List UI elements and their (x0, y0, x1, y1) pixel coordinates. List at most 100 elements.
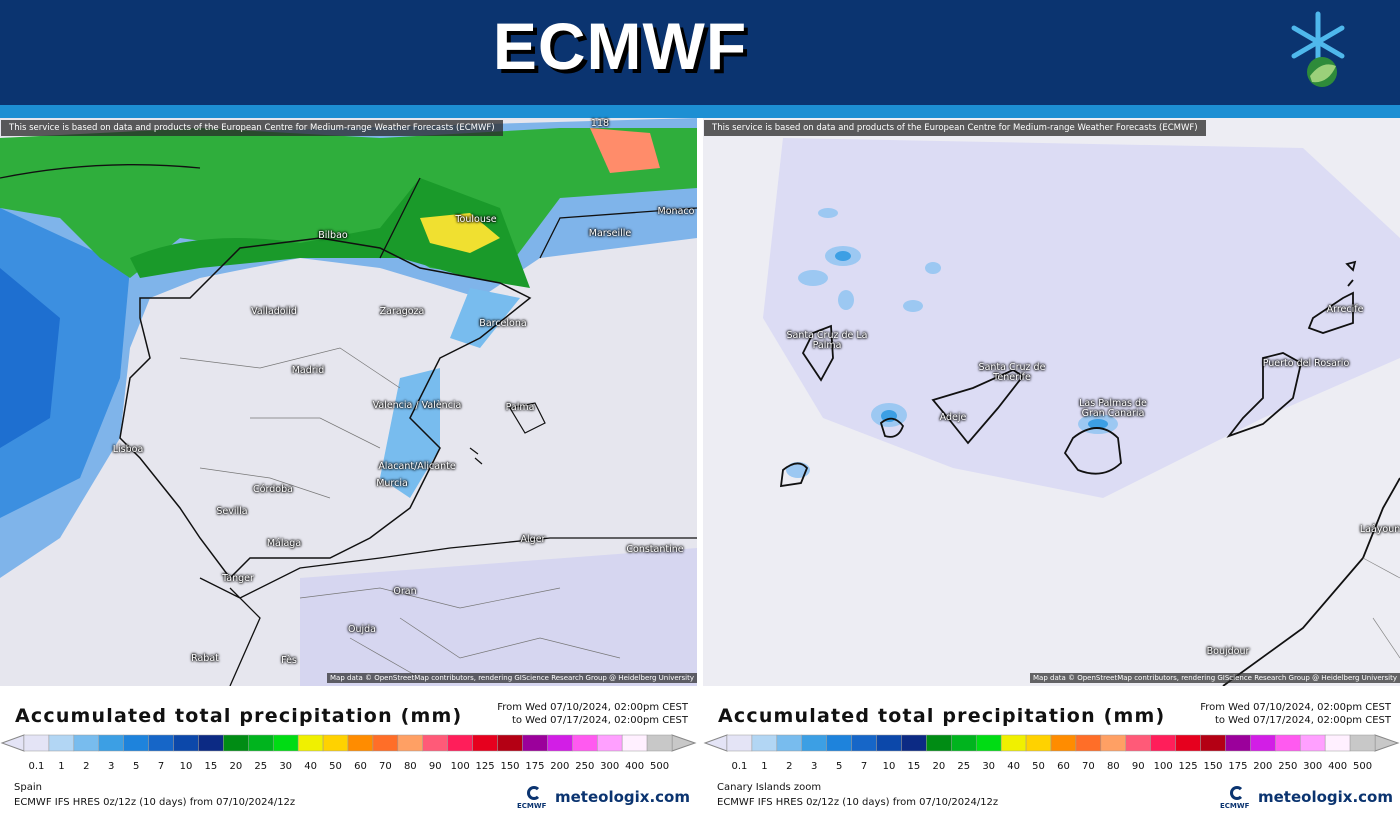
scale-swatch (726, 734, 753, 752)
place-label: Adeje (939, 412, 967, 423)
scale-label: 100 (1154, 761, 1173, 772)
scale-swatch (826, 734, 852, 752)
legend-title: Accumulated total precipitation (mm) (718, 705, 1166, 727)
place-label: Monaco (657, 206, 695, 217)
place-label: Santa Cruz de Tenerife (978, 362, 1046, 383)
scale-label: 40 (304, 761, 317, 772)
header (0, 0, 1400, 105)
scale-swatch (1125, 734, 1151, 752)
scale-label: 400 (625, 761, 644, 772)
place-label: Barcelona (479, 318, 527, 329)
scale-swatch (926, 734, 952, 752)
scale-label: 50 (329, 761, 342, 772)
place-label: Sevilla (216, 506, 248, 517)
scale-label: 3 (108, 761, 114, 772)
scale-swatch (198, 734, 224, 752)
scale-label: 100 (451, 761, 470, 772)
logo-mark (1230, 786, 1244, 800)
scale-label: 200 (550, 761, 569, 772)
scale-label: 125 (476, 761, 495, 772)
place-label: Valencia / València (372, 400, 462, 411)
header-strip (0, 105, 1400, 118)
place-label: Toulouse (455, 214, 497, 225)
scale-label: 15 (205, 761, 218, 772)
scale-swatch (547, 734, 573, 752)
scale-label: 70 (1082, 761, 1095, 772)
place-label: Laâyoune (1359, 524, 1400, 535)
place-label: Valladolid (251, 306, 297, 317)
scale-swatch (23, 734, 50, 752)
scale-label: 80 (1107, 761, 1120, 772)
model-run: ECMWF IFS HRES 0z/12z (10 days) from 07/… (717, 797, 999, 808)
scale-swatch (1150, 734, 1176, 752)
scale-label: 175 (1228, 761, 1247, 772)
scale-arrow (1374, 734, 1400, 752)
scale-swatch (1000, 734, 1027, 752)
scale-label: 25 (957, 761, 970, 772)
scale-label: 10 (180, 761, 193, 772)
scale-swatch (951, 734, 977, 752)
place-label: Lisboa (112, 444, 144, 455)
scale-label: 0.1 (732, 761, 748, 772)
place-label: Alger (520, 534, 546, 545)
place-label: Palma (505, 402, 535, 413)
place-label: Murcia (376, 478, 408, 489)
scale-label: 20 (932, 761, 945, 772)
header-title: ECMWF (492, 9, 748, 83)
scale-label: 30 (279, 761, 292, 772)
region: Canary Islands zoom (717, 782, 822, 793)
scale-label: 2 (83, 761, 89, 772)
scale-swatch (322, 734, 349, 752)
brand: meteologix.com (1258, 788, 1393, 806)
attribution: Map data © OpenStreetMap contributors, r… (1030, 673, 1400, 683)
scale-swatch (248, 734, 274, 752)
scale-label: 125 (1179, 761, 1198, 772)
scale-swatch (447, 734, 473, 752)
scale-swatch (73, 734, 100, 752)
scale-label: 200 (1253, 761, 1272, 772)
scale-label: 300 (600, 761, 619, 772)
place-label: Alacant/Alicante (378, 461, 456, 472)
scale-label: 150 (1203, 761, 1222, 772)
scale-label: 7 (158, 761, 164, 772)
place-label: Boujdour (1206, 646, 1250, 657)
scale-swatch (901, 734, 927, 752)
place-label: Córdoba (253, 484, 293, 495)
scale-label: 400 (1328, 761, 1347, 772)
time-to: to Wed 07/17/2024, 02:00pm CEST (1214, 715, 1391, 726)
scale-label: 5 (133, 761, 139, 772)
scale-label: 0.1 (29, 761, 45, 772)
map-panel (0, 118, 698, 687)
notice: This service is based on data and produc… (1, 120, 503, 136)
scale-label: 30 (982, 761, 995, 772)
legend-title: Accumulated total precipitation (mm) (15, 705, 463, 727)
scale-swatch (372, 734, 399, 752)
region: Spain (14, 782, 42, 793)
scale-label: 175 (525, 761, 544, 772)
scale-label: 60 (354, 761, 367, 772)
scale-label: 20 (229, 761, 242, 772)
place-label: Fès (281, 655, 297, 666)
scale-label: 300 (1303, 761, 1322, 772)
scale-swatch (1225, 734, 1251, 752)
scale-label: 40 (1007, 761, 1020, 772)
scale-swatch (272, 734, 299, 752)
place-label: 118 (590, 118, 610, 129)
scale-swatch (497, 734, 523, 752)
scale-swatch (1200, 734, 1226, 752)
logo-icon (1291, 11, 1345, 87)
place-label: Bilbao (318, 230, 348, 241)
scale-arrow (0, 734, 25, 752)
scale-swatch (223, 734, 249, 752)
scale-label: 10 (883, 761, 896, 772)
attribution: Map data © OpenStreetMap contributors, r… (327, 673, 697, 683)
scale-swatch (1025, 734, 1052, 752)
scale-swatch (751, 734, 778, 752)
scale-label: 3 (811, 761, 817, 772)
scale-label: 500 (650, 761, 669, 772)
scale-label: 250 (575, 761, 594, 772)
scale-swatch (98, 734, 124, 752)
scale-swatch (148, 734, 174, 752)
scale-swatch (876, 734, 902, 752)
scale-label: 60 (1057, 761, 1070, 772)
